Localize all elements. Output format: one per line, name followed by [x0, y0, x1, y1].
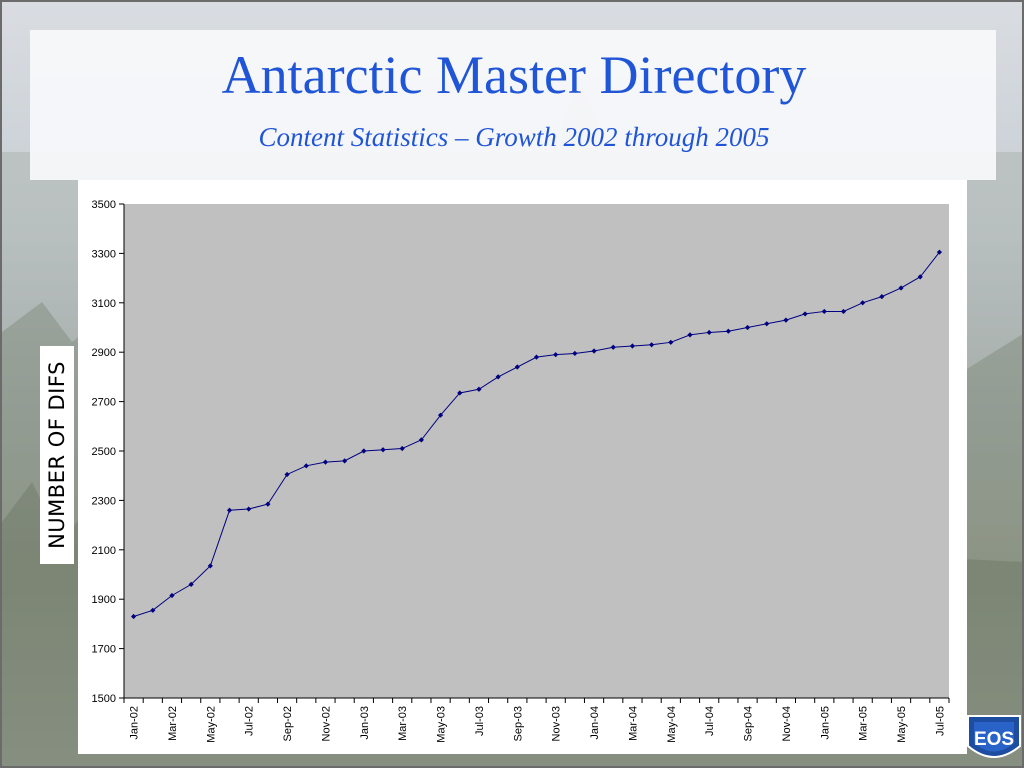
x-tick-label: May-04	[666, 706, 678, 743]
data-point	[572, 350, 578, 357]
x-tick-label: Mar-03	[397, 706, 409, 741]
data-point	[207, 563, 213, 569]
y-tick-label: 3100	[92, 298, 116, 310]
y-tick-label: 2700	[92, 397, 116, 409]
chart-panel: 1500 1700 1900 2100 2300 2500 2700 2900 3100 3300…	[78, 180, 967, 754]
data-point	[284, 471, 290, 478]
title-area	[30, 30, 996, 180]
logo-text: EOS	[974, 729, 1014, 750]
page-subtitle: Content Statistics – Growth 2002 through…	[258, 122, 770, 152]
x-tick-label: Jul-03	[474, 706, 486, 736]
x-tick-label: Jan-05	[819, 706, 831, 740]
y-tick-label: 1900	[92, 594, 116, 606]
data-point	[342, 458, 348, 464]
page-title: Antarctic Master Directory	[221, 45, 807, 105]
x-tick-label: Nov-03	[551, 706, 563, 741]
x-tick-label: May-02	[205, 706, 217, 743]
series-line-group	[130, 249, 943, 620]
x-tick-label: Jul-04	[704, 706, 716, 736]
data-point	[226, 507, 233, 513]
data-point	[169, 592, 175, 599]
y-tick-label: 3500	[92, 199, 116, 211]
data-point	[437, 412, 444, 418]
x-axis: Jan-02 Mar-02 May-02 Jul-02 Sep-02 Nov-02 Jan-…	[123, 697, 950, 743]
plot-area	[124, 204, 949, 698]
y-tick-label: 1500	[92, 693, 116, 705]
data-point	[150, 607, 156, 613]
data-point	[668, 339, 674, 345]
y-tick-label: 2300	[92, 495, 116, 507]
data-point	[821, 308, 827, 315]
data-point	[610, 344, 616, 350]
data-point	[322, 459, 329, 465]
x-tick-label: Mar-02	[167, 706, 179, 741]
x-tick-label: Nov-04	[781, 706, 793, 741]
data-point	[418, 437, 424, 443]
y-axis-label-box	[40, 346, 74, 564]
x-tick-label: Jan-04	[589, 706, 601, 740]
x-tick-label: Sep-04	[743, 706, 755, 741]
y-tick-label: 2900	[92, 347, 116, 359]
x-tick-label: May-03	[436, 706, 448, 743]
data-point	[399, 445, 405, 452]
x-tick-label: Jul-05	[934, 706, 946, 736]
data-point	[917, 274, 923, 280]
data-point	[188, 581, 194, 587]
x-tick-label: Jan-02	[129, 706, 141, 740]
data-point	[840, 308, 847, 315]
data-point	[706, 329, 712, 336]
data-point	[744, 324, 751, 331]
x-tick-label: Sep-03	[512, 706, 524, 741]
x-tick-label: Mar-05	[858, 706, 870, 741]
y-axis: 1500 1700 1900 2100 2300 2500 2700 2900 3100 3300…	[92, 199, 125, 705]
x-tick-label: Jan-03	[359, 706, 371, 740]
y-tick-label: 2500	[92, 446, 116, 458]
x-tick-label: Jul-02	[244, 706, 256, 736]
data-point	[361, 448, 367, 454]
eos-logo: EOS	[967, 715, 1021, 758]
data-point	[495, 374, 501, 380]
y-tick-label: 1700	[92, 644, 116, 656]
data-point	[380, 447, 386, 453]
data-point	[246, 506, 252, 512]
data-point	[476, 386, 482, 392]
y-tick-label: 2100	[92, 545, 116, 557]
x-tick-label: Sep-02	[282, 706, 294, 741]
data-point	[936, 249, 943, 255]
data-point	[879, 294, 885, 300]
data-point	[130, 613, 137, 620]
x-tick-label: May-05	[896, 706, 908, 743]
y-tick-label: 3300	[92, 248, 116, 260]
x-tick-label: Nov-02	[320, 706, 332, 741]
y-axis-label: NUMBER OF DIFS	[45, 361, 69, 549]
line-chart: 1500 1700 1900 2100 2300 2500 2700 2900 3100 3300…	[92, 199, 950, 743]
x-tick-label: Mar-04	[627, 706, 639, 741]
